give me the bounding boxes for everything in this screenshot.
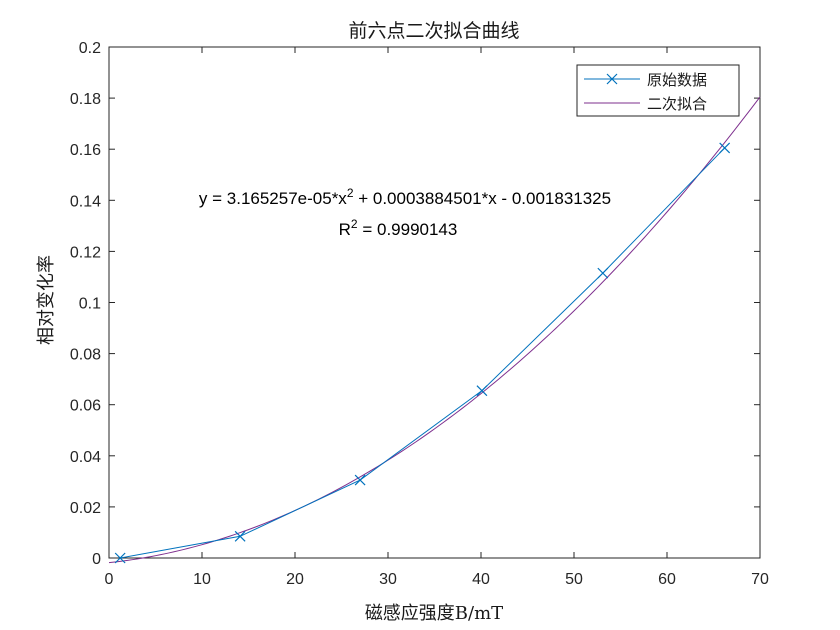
legend: 原始数据 二次拟合 [576,64,740,117]
x-axis-label: 磁感应强度B/mT [365,603,503,624]
equation-exponent: 2 [347,186,354,200]
y-tick-label: 0.06 [70,398,101,415]
y-tick-label: 0 [92,551,101,568]
equation-rest: + 0.0003884501*x - 0.001831325 [354,189,612,208]
x-tick-label: 60 [658,571,676,588]
y-tick-label: 0.02 [70,500,101,517]
y-axis-ticks: 0 0.02 0.04 0.06 0.08 0.1 0.12 0.14 0.16 0.18 0.2 [70,40,760,568]
r-squared: R2 = 0.9990143 [339,217,458,239]
plot-area [108,46,761,559]
raw-data-line [120,147,726,559]
x-tick-label: 0 [105,571,114,588]
legend-entry-raw: 原始数据 [584,71,707,89]
r-squared-exponent: 2 [351,217,358,231]
r-squared-symbol: R [339,220,351,239]
raw-data-point [476,385,488,397]
y-tick-label: 0.12 [70,244,101,261]
raw-data-point [354,474,366,486]
x-tick-label: 20 [286,571,304,588]
equation-main: y = 3.165257e-05*x [199,189,347,208]
y-tick-label: 0.18 [70,91,101,108]
x-tick-label: 40 [472,571,490,588]
y-tick-label: 0.1 [79,296,101,313]
legend-label-raw: 原始数据 [647,71,707,89]
y-tick-label: 0.16 [70,142,101,159]
annotation: y = 3.165257e-05*x2 + 0.0003884501*x - 0… [199,186,611,239]
y-tick-label: 0.14 [70,193,101,210]
x-tick-label: 30 [379,571,397,588]
r-squared-value: = 0.9990143 [358,220,458,239]
y-tick-label: 0.04 [70,449,101,466]
raw-data-point [597,267,609,279]
y-axis-label: 相对变化率 [36,255,57,345]
y-tick-label: 0.2 [79,40,101,57]
x-axis-ticks: 0 10 20 30 40 50 60 70 [105,47,769,588]
legend-box [576,64,740,117]
chart-title: 前六点二次拟合曲线 [348,20,519,42]
series-layer [108,96,761,564]
x-tick-label: 50 [565,571,583,588]
x-tick-label: 10 [193,571,211,588]
raw-data-point [114,552,126,564]
y-tick-label: 0.08 [70,347,101,364]
fit-equation: y = 3.165257e-05*x2 + 0.0003884501*x - 0… [199,186,611,208]
legend-label-fit: 二次拟合 [647,95,707,113]
legend-marker-raw [606,73,618,85]
x-tick-label: 70 [751,571,769,588]
legend-entry-fit: 二次拟合 [584,95,707,113]
raw-data-point [719,142,731,154]
raw-data-point [234,530,246,542]
